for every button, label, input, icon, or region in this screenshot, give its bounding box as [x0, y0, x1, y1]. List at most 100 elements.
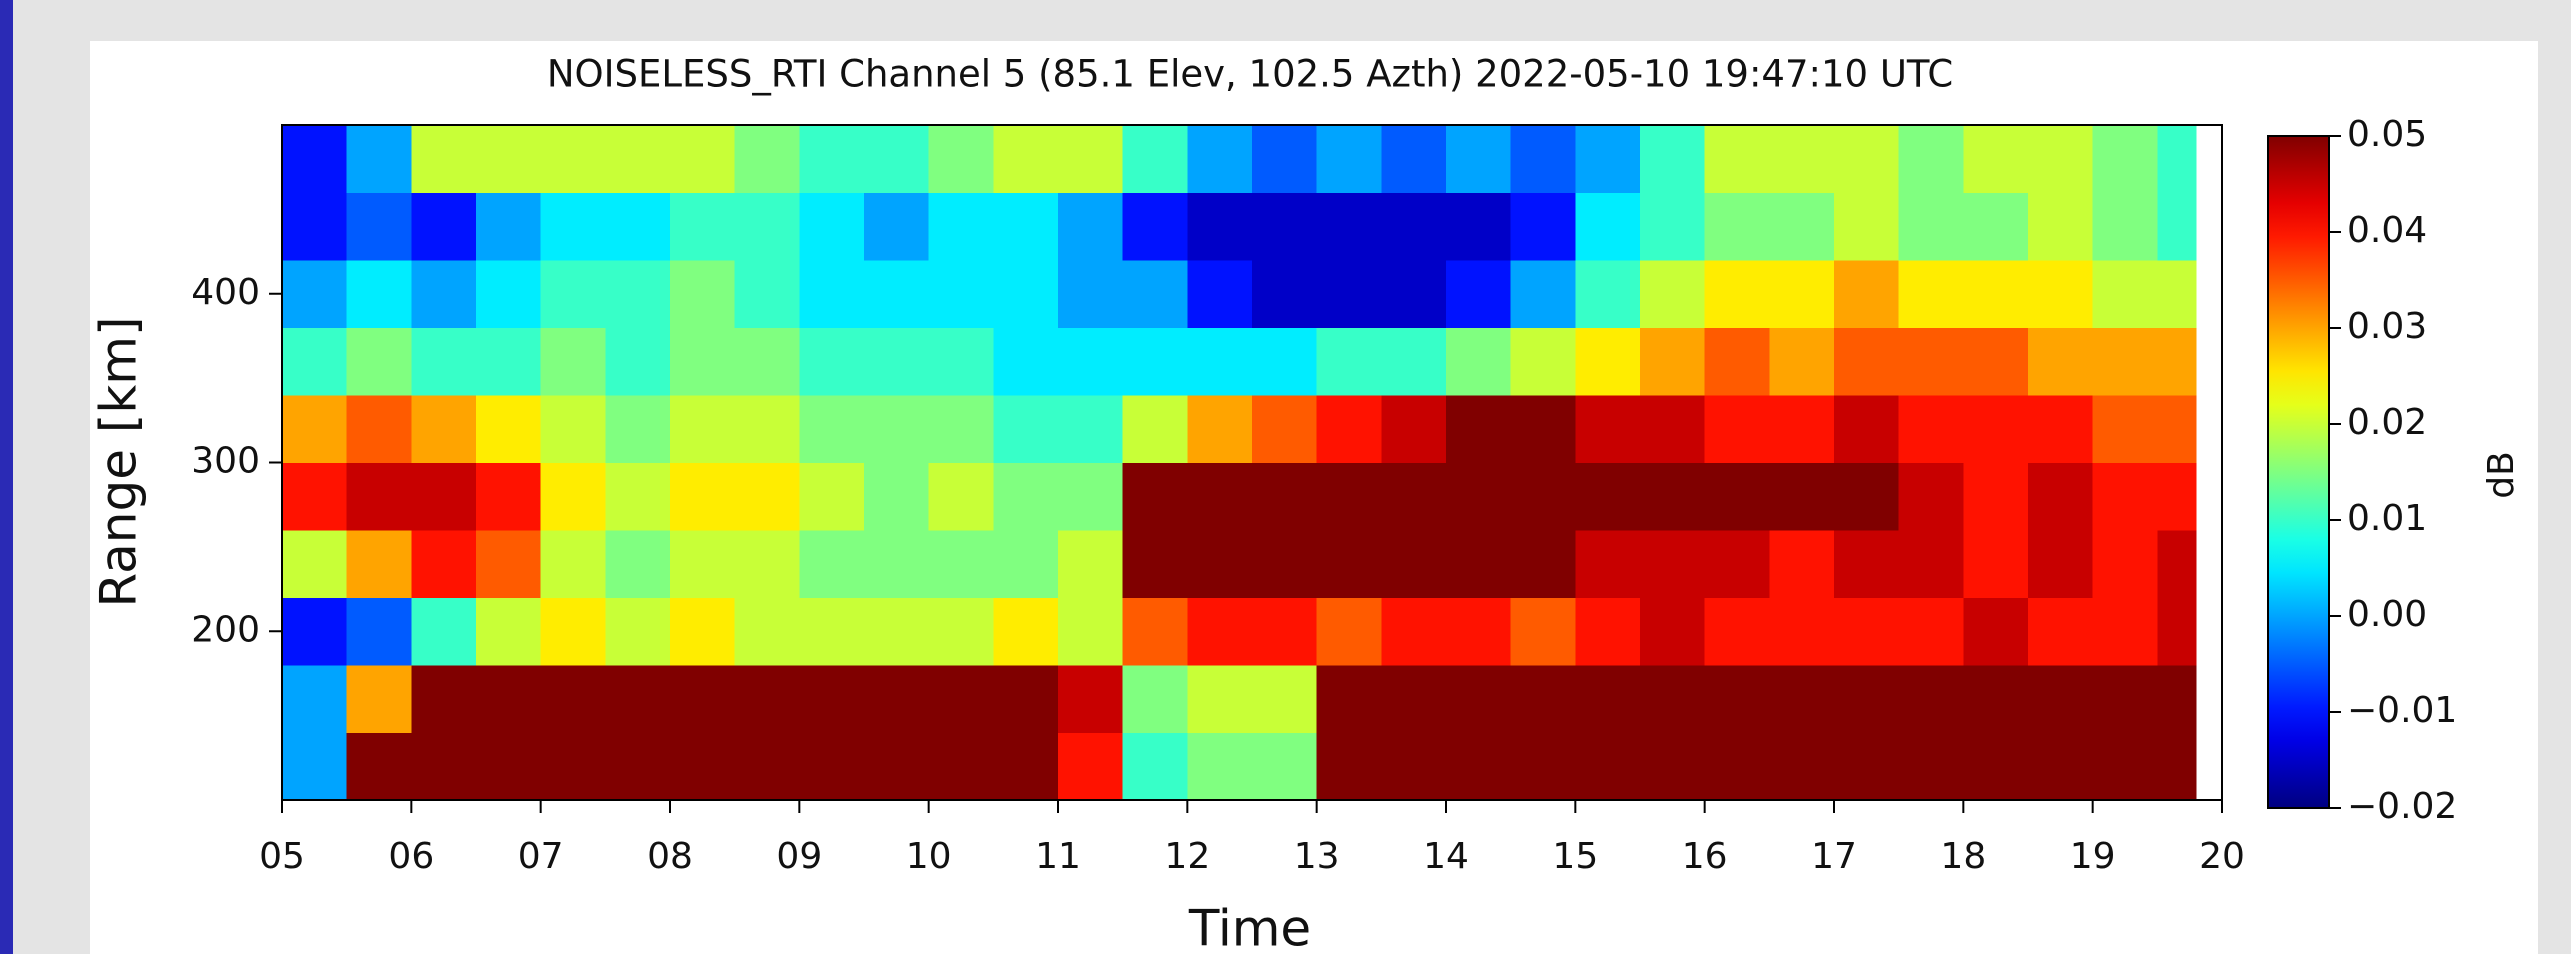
heatmap-cell [1058, 125, 1124, 193]
heatmap-cell [1058, 597, 1124, 666]
colorbar-tick-label: 0.03 [2347, 306, 2427, 347]
y-tick-label: 300 [191, 441, 260, 482]
heatmap-cell [1122, 597, 1188, 666]
heatmap-cell [411, 125, 477, 193]
heatmap-cell [346, 665, 412, 733]
heatmap-cell [2092, 125, 2158, 193]
x-tick-label: 06 [388, 836, 434, 877]
x-tick-label: 08 [647, 836, 693, 877]
heatmap-cell [2028, 327, 2094, 396]
heatmap-cell [2028, 125, 2094, 193]
heatmap-cell [928, 327, 994, 396]
heatmap-cell [2028, 462, 2094, 531]
heatmap-cell [1769, 530, 1835, 598]
heatmap-cell [2092, 462, 2158, 531]
heatmap-cell [282, 530, 348, 598]
chart-title: NOISELESS_RTI Channel 5 (85.1 Elev, 102.… [547, 53, 1953, 96]
heatmap-cell [1575, 125, 1641, 193]
heatmap-cell [1575, 192, 1641, 261]
heatmap-cell [1381, 125, 1447, 193]
heatmap-cell [928, 597, 994, 666]
heatmap-cell [540, 665, 606, 733]
heatmap-cell [1316, 260, 1382, 328]
heatmap-cell [1963, 732, 2029, 801]
heatmap-cell [476, 732, 542, 801]
heatmap-cell [411, 260, 477, 328]
heatmap-cell [1898, 125, 1964, 193]
heatmap-cell [1510, 597, 1576, 666]
heatmap-cell [2092, 530, 2158, 598]
heatmap-cell [799, 260, 865, 328]
heatmap-cell [1769, 665, 1835, 733]
heatmap-cell [540, 732, 606, 801]
heatmap-cell [1575, 327, 1641, 396]
heatmap-cell [1381, 597, 1447, 666]
heatmap-cell [346, 597, 412, 666]
heatmap-cell [1381, 732, 1447, 801]
heatmap-cell [1122, 125, 1188, 193]
heatmap-cell [928, 732, 994, 801]
heatmap-cell [734, 530, 800, 598]
heatmap-cell [1381, 530, 1447, 598]
heatmap-cell [928, 665, 994, 733]
heatmap-cell [1187, 327, 1253, 396]
heatmap-cell [1575, 462, 1641, 531]
heatmap-cell [1058, 732, 1124, 801]
heatmap-cell [605, 192, 671, 261]
heatmap-cell [2028, 665, 2094, 733]
heatmap-cell [282, 732, 348, 801]
heatmap-cell [2092, 260, 2158, 328]
heatmap-cell [411, 462, 477, 531]
heatmap-cell [1510, 327, 1576, 396]
x-tick-label: 15 [1552, 836, 1598, 877]
heatmap-cell [476, 597, 542, 666]
heatmap-cell [1510, 530, 1576, 598]
heatmap-cell [670, 192, 736, 261]
heatmap-cell [1122, 260, 1188, 328]
heatmap-cell [1963, 597, 2029, 666]
heatmap-cell [1769, 327, 1835, 396]
heatmap-cell [1575, 665, 1641, 733]
heatmap-cell [1963, 665, 2029, 733]
heatmap-cell [1575, 260, 1641, 328]
heatmap-cell [1252, 260, 1318, 328]
heatmap-cell [799, 530, 865, 598]
heatmap-cell [993, 732, 1059, 801]
heatmap-cell [2157, 665, 2197, 733]
heatmap-cell [1446, 462, 1512, 531]
x-tick-label: 18 [1940, 836, 1986, 877]
heatmap-cell [476, 125, 542, 193]
heatmap-cell [1122, 192, 1188, 261]
colorbar-tick-label: 0.04 [2347, 210, 2427, 251]
heatmap-cell [346, 530, 412, 598]
heatmap-cell [2157, 530, 2197, 598]
heatmap-cell [2157, 597, 2197, 666]
heatmap-cell [1704, 327, 1770, 396]
heatmap-cell [864, 125, 930, 193]
x-tick-label: 17 [1811, 836, 1857, 877]
heatmap-cell [1252, 597, 1318, 666]
heatmap-cell [282, 597, 348, 666]
heatmap-cell [2092, 192, 2158, 261]
heatmap-cell [1640, 192, 1706, 261]
heatmap-cell [799, 125, 865, 193]
heatmap-cell [1381, 327, 1447, 396]
heatmap-cell [411, 665, 477, 733]
heatmap-cell [540, 125, 606, 193]
heatmap-cell [282, 260, 348, 328]
heatmap-cell [1769, 260, 1835, 328]
heatmap-cell [2028, 260, 2094, 328]
heatmap-cell [1316, 665, 1382, 733]
heatmap-cell [670, 395, 736, 463]
colorbar-tick-label: −0.01 [2347, 690, 2457, 731]
x-tick-label: 14 [1423, 836, 1469, 877]
heatmap-cell [799, 192, 865, 261]
heatmap-cell [411, 327, 477, 396]
heatmap-cell [1963, 395, 2029, 463]
heatmap-cell [1252, 530, 1318, 598]
heatmap-cell [1963, 462, 2029, 531]
heatmap-cell [799, 395, 865, 463]
heatmap-cell [2092, 395, 2158, 463]
